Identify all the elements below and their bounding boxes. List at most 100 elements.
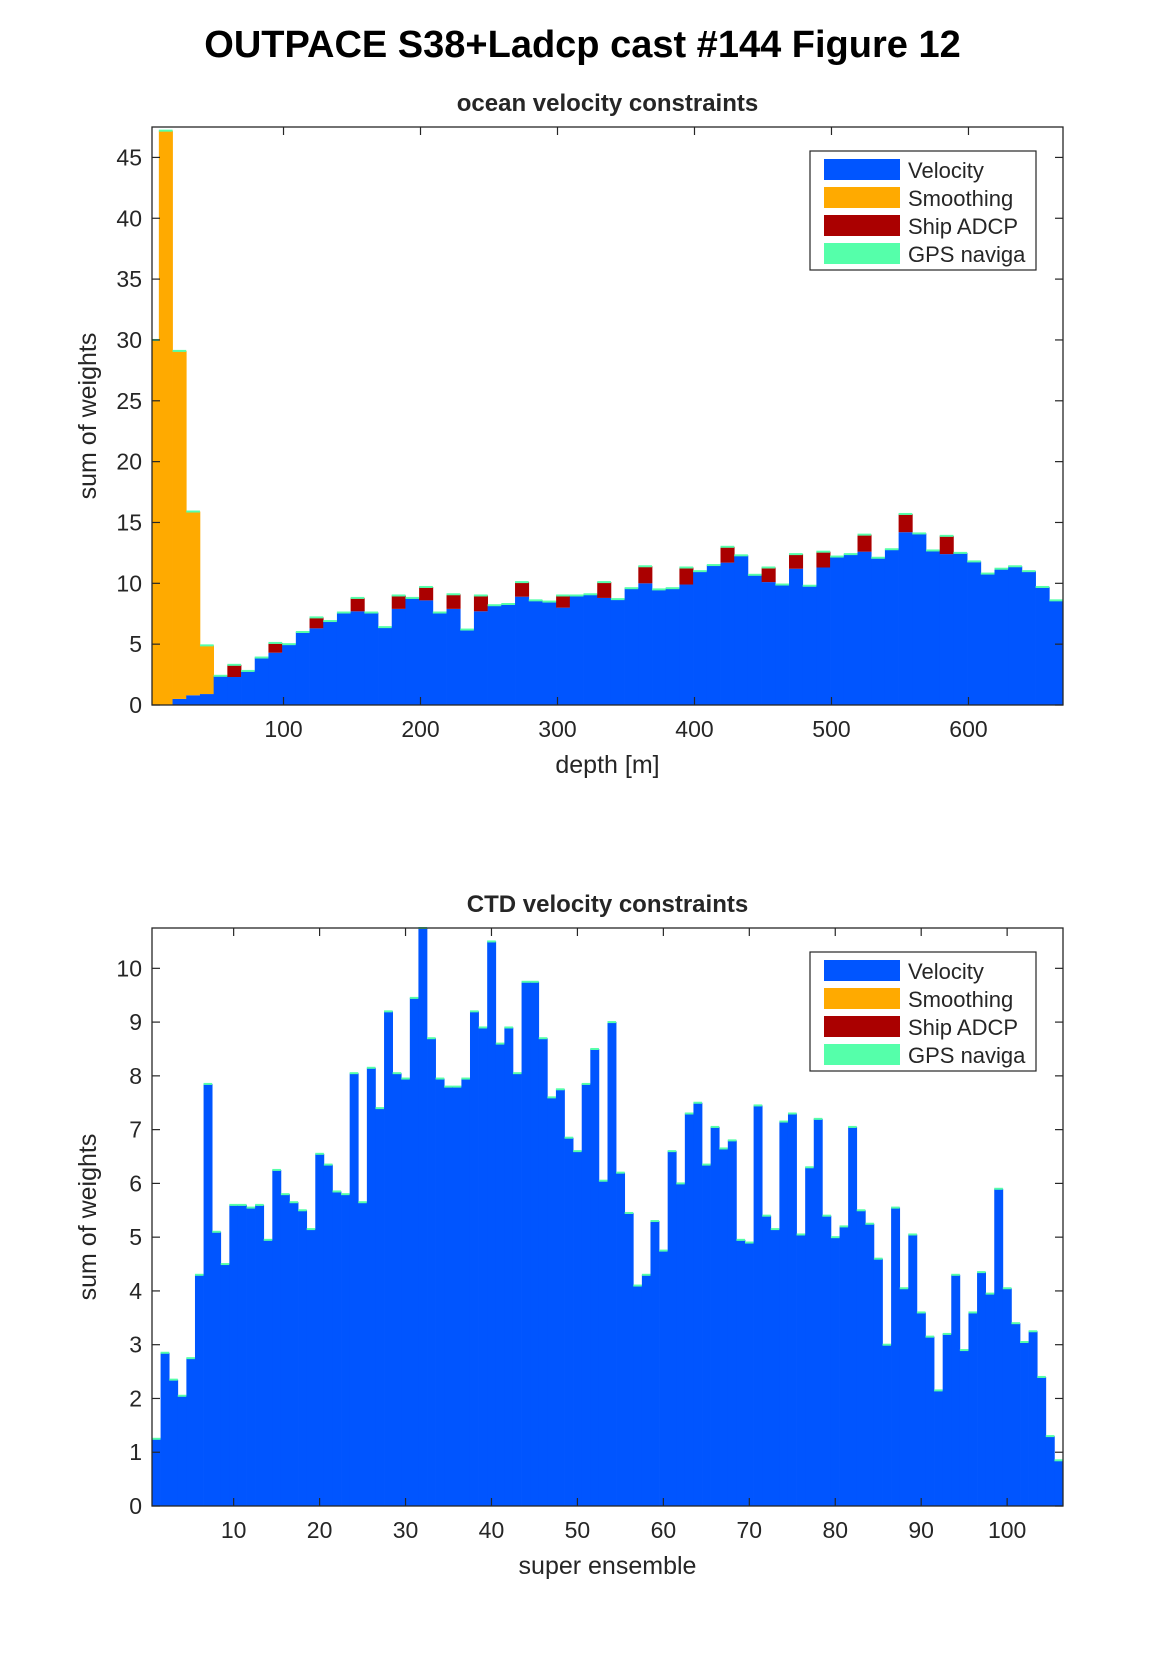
- bar-velocity-83: [856, 1210, 866, 1506]
- bar-cap-58: [926, 549, 940, 552]
- bar-velocity-59: [939, 554, 954, 705]
- bar-ship-adcp-10: [268, 642, 283, 653]
- y-tick-label: 7: [129, 1117, 142, 1143]
- x-tick-label: 100: [264, 716, 302, 742]
- bar-velocity-68: [727, 1140, 737, 1506]
- bar-velocity-45: [747, 574, 762, 705]
- bar-cap-54: [871, 556, 885, 559]
- y-tick-label: 10: [116, 955, 142, 981]
- bar-cap-23: [446, 593, 461, 596]
- bar-velocity-46: [538, 1038, 548, 1506]
- bar-cap-40: [679, 566, 694, 569]
- x-tick-label: 300: [538, 716, 576, 742]
- bar-velocity-26: [487, 605, 502, 705]
- bar-velocity-20: [315, 1153, 325, 1506]
- bar-velocity-52: [590, 1048, 600, 1506]
- bar-cap-6: [213, 674, 228, 677]
- bar-velocity-43: [512, 1073, 522, 1506]
- bar-velocity-78: [813, 1118, 823, 1506]
- bar-cap-32: [569, 594, 584, 597]
- bar-cap-102: [1020, 1341, 1029, 1344]
- bar-cap-62: [676, 1182, 685, 1185]
- bar-velocity-22: [332, 1191, 342, 1506]
- axes-box: [151, 927, 1064, 1507]
- bar-smoothing-2: [158, 130, 173, 705]
- bar-velocity-36: [452, 1086, 462, 1506]
- bar-velocity-65: [1021, 571, 1036, 705]
- bar-velocity-53: [857, 551, 872, 705]
- y-tick-label: 45: [116, 144, 142, 170]
- bar-velocity-50: [816, 567, 831, 705]
- bar-velocity-65: [702, 1164, 711, 1506]
- bar-velocity-79: [822, 1215, 832, 1506]
- bar-velocity-71: [753, 1105, 763, 1506]
- bar-ship-adcp-37: [638, 566, 653, 584]
- bar-velocity-11: [282, 644, 297, 705]
- y-tick-label: 0: [129, 692, 142, 718]
- bar-velocity-25: [358, 1202, 368, 1506]
- bar-cap-59: [939, 534, 954, 537]
- bar-velocity-103: [1028, 1331, 1038, 1506]
- bar-velocity-93: [942, 1333, 952, 1506]
- bar-velocity-57: [633, 1285, 643, 1506]
- bar-velocity-66: [1035, 586, 1050, 705]
- bar-velocity-3: [172, 698, 187, 705]
- bar-velocity-24: [349, 1073, 359, 1506]
- bar-velocity-25: [473, 611, 488, 705]
- bar-cap-55: [884, 548, 899, 551]
- bar-cap-20: [405, 596, 420, 599]
- bar-velocity-19: [306, 1229, 316, 1506]
- bar-cap-38: [469, 1010, 479, 1013]
- bar-velocity-11: [237, 1204, 247, 1506]
- bar-cap-13: [309, 616, 324, 619]
- legend-swatch-1: [824, 159, 900, 180]
- bar-cap-34: [435, 1077, 445, 1080]
- x-axis-label: super ensemble: [519, 1552, 697, 1580]
- bar-velocity-64: [693, 1102, 703, 1506]
- bar-cap-99: [994, 1187, 1003, 1190]
- bar-cap-16: [280, 1193, 290, 1196]
- bar-cap-31: [409, 996, 419, 999]
- bar-velocity-42: [504, 1027, 514, 1506]
- bar-velocity-28: [515, 596, 530, 705]
- y-tick-label: 30: [116, 327, 142, 353]
- bar-velocity-14: [263, 1239, 273, 1506]
- bar-velocity-69: [736, 1239, 746, 1506]
- legend-swatch-2: [824, 988, 900, 1009]
- bar-cap-21: [323, 1163, 333, 1166]
- bar-cap-66: [710, 1125, 720, 1128]
- legend-label: GPS naviga: [908, 242, 1026, 267]
- bar-cap-22: [332, 1190, 342, 1193]
- x-tick-label: 70: [737, 1517, 763, 1543]
- bar-cap-30: [401, 1077, 410, 1080]
- bar-cap-77: [805, 1166, 814, 1169]
- bar-velocity-41: [495, 1043, 505, 1506]
- bar-cap-43: [512, 1072, 522, 1075]
- bar-cap-64: [693, 1101, 703, 1104]
- bar-velocity-73: [770, 1229, 780, 1506]
- y-axis-label: sum of weights: [74, 333, 102, 500]
- bar-cap-89: [908, 1233, 917, 1236]
- bar-cap-8: [212, 1230, 221, 1233]
- bar-cap-96: [968, 1311, 978, 1314]
- bar-cap-12: [295, 630, 310, 633]
- bar-velocity-44: [734, 555, 749, 705]
- bar-velocity-36: [624, 588, 639, 705]
- bar-cap-105: [1045, 1435, 1055, 1438]
- bar-velocity-94: [951, 1274, 961, 1506]
- bar-velocity-14: [323, 621, 338, 705]
- bar-cap-59: [650, 1220, 660, 1223]
- bar-cap-7: [203, 1082, 213, 1085]
- bar-velocity-67: [1049, 600, 1064, 705]
- bar-cap-45: [530, 980, 539, 983]
- bar-velocity-51: [830, 556, 845, 705]
- legend-swatch-3: [824, 1016, 900, 1037]
- bar-cap-27: [375, 1107, 385, 1110]
- bar-velocity-26: [366, 1067, 376, 1506]
- bar-velocity-3: [169, 1379, 179, 1506]
- bar-velocity-63: [994, 568, 1009, 705]
- bar-velocity-97: [977, 1272, 986, 1506]
- bar-cap-12: [246, 1206, 256, 1209]
- bar-ship-adcp-31: [556, 595, 571, 608]
- y-tick-label: 20: [116, 449, 142, 475]
